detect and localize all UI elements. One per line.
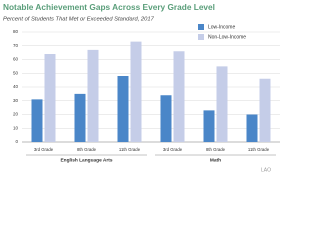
y-tick-label: 10 bbox=[13, 125, 19, 130]
y-tick-label: 20 bbox=[13, 112, 19, 117]
bar bbox=[160, 95, 172, 142]
chart-title: Notable Achievement Gaps Across Every Gr… bbox=[3, 2, 215, 12]
footer-logo: LAO bbox=[261, 167, 271, 173]
bar bbox=[259, 78, 271, 142]
bar bbox=[87, 49, 99, 142]
bar bbox=[203, 110, 215, 142]
x-tick-label: 3rd Grade bbox=[34, 147, 54, 152]
y-tick-label: 50 bbox=[13, 70, 19, 75]
chart-subtitle: Percent of Students That Met or Exceeded… bbox=[3, 17, 155, 23]
y-tick-label: 60 bbox=[13, 57, 19, 62]
legend-swatch bbox=[198, 24, 204, 30]
group-label: Math bbox=[210, 157, 221, 163]
legend-label: Non-Low-Income bbox=[208, 34, 246, 40]
bar bbox=[74, 93, 86, 142]
bar bbox=[130, 41, 142, 142]
bar bbox=[117, 76, 129, 142]
x-tick-label: 11th Grade bbox=[248, 147, 270, 152]
bar bbox=[31, 99, 43, 142]
y-tick-label: 40 bbox=[13, 84, 19, 89]
x-tick-label: 8th Grade bbox=[77, 147, 97, 152]
x-tick-label: 8th Grade bbox=[206, 147, 226, 152]
chart: Notable Achievement Gaps Across Every Gr… bbox=[3, 2, 280, 173]
y-tick-label: 70 bbox=[13, 43, 19, 48]
y-tick-label: 80 bbox=[13, 29, 19, 34]
y-tick-label: 30 bbox=[13, 98, 19, 103]
legend-swatch bbox=[198, 34, 204, 40]
legend-label: Low-Income bbox=[208, 24, 235, 30]
x-tick-label: 11th Grade bbox=[119, 147, 141, 152]
bar bbox=[216, 66, 228, 142]
y-tick-label: 0 bbox=[15, 139, 18, 144]
x-tick-label: 3rd Grade bbox=[163, 147, 183, 152]
bar bbox=[44, 54, 56, 142]
group-label: English Language Arts bbox=[60, 157, 112, 163]
bar bbox=[246, 114, 258, 142]
bar bbox=[173, 51, 185, 142]
